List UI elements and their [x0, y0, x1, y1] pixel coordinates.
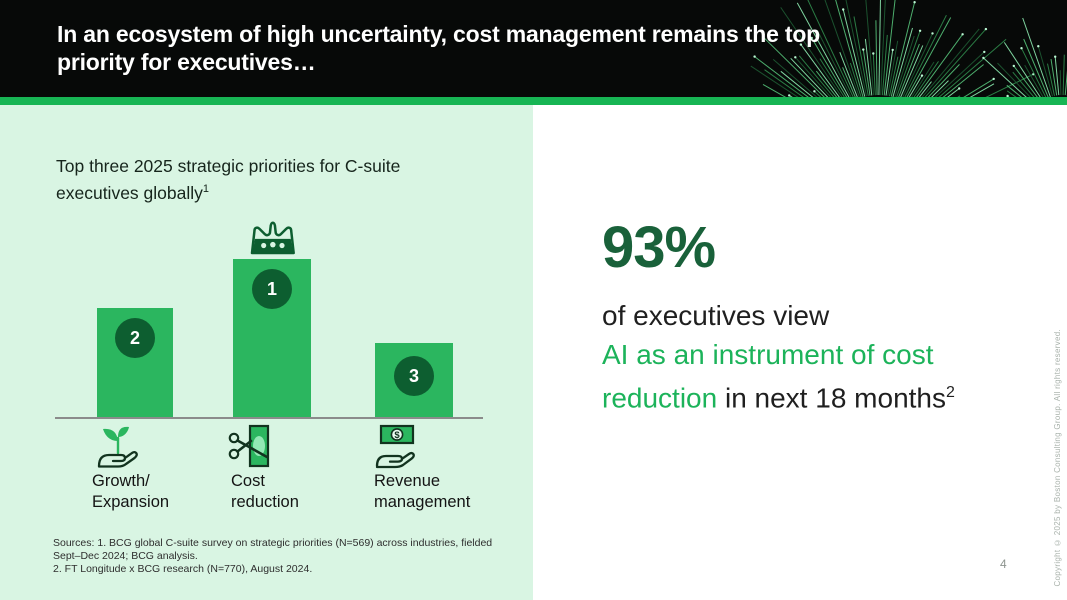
- rank-badge-cost: 1: [252, 269, 292, 309]
- stat-highlight-line-3: reduction: [602, 382, 718, 414]
- bar-label-revenue: Revenue management: [374, 472, 471, 511]
- slide-title-line-2: priority for executives…: [57, 49, 316, 75]
- slide-title: In an ecosystem of high uncertainty, cos…: [57, 20, 820, 76]
- chart-title: Top three 2025 strategic priorities for …: [56, 155, 486, 205]
- copyright-vertical: Copyright © 2025 by Boston Consulting Gr…: [1053, 329, 1062, 587]
- chart-title-line-1: Top three 2025 strategic priorities for …: [56, 156, 401, 176]
- crown-icon: [250, 221, 295, 255]
- bar-growth-expansion: 2: [97, 308, 173, 418]
- svg-text:$: $: [394, 430, 400, 441]
- fiber-optic-burst-graphic: [750, 0, 1067, 97]
- rank-badge-growth: 2: [115, 318, 155, 358]
- chart-title-footnote: 1: [202, 183, 210, 195]
- stat-value: 93%: [602, 215, 716, 280]
- stat-footnote: 2: [946, 384, 955, 401]
- bar-cost-reduction: 1: [233, 259, 311, 418]
- rank-badge-revenue: 3: [394, 356, 434, 396]
- bar-revenue-management: 3: [375, 343, 453, 418]
- money-hand-icon: $: [375, 424, 415, 469]
- bar-label-cost: Cost reduction: [231, 472, 299, 511]
- page-number: 4: [1000, 557, 1007, 571]
- scissors-money-icon: [228, 424, 270, 468]
- chart-title-line-2: executives globally: [56, 182, 203, 203]
- stat-line-3-rest: in next 18 months: [717, 382, 946, 414]
- stat-statement: of executives view AI as an instrument o…: [602, 297, 1042, 418]
- accent-strip: [0, 97, 1067, 105]
- sprout-hand-icon: [97, 426, 138, 468]
- sources-note: Sources: 1. BCG global C-suite survey on…: [53, 537, 493, 575]
- axis-baseline: [55, 417, 483, 419]
- header: In an ecosystem of high uncertainty, cos…: [0, 0, 1067, 97]
- stat-line-1: of executives view: [602, 300, 830, 331]
- slide-title-line-1: In an ecosystem of high uncertainty, cos…: [57, 21, 821, 47]
- bar-label-growth: Growth/ Expansion: [92, 472, 170, 511]
- stat-highlight-line-2: AI as an instrument of cost: [602, 338, 934, 370]
